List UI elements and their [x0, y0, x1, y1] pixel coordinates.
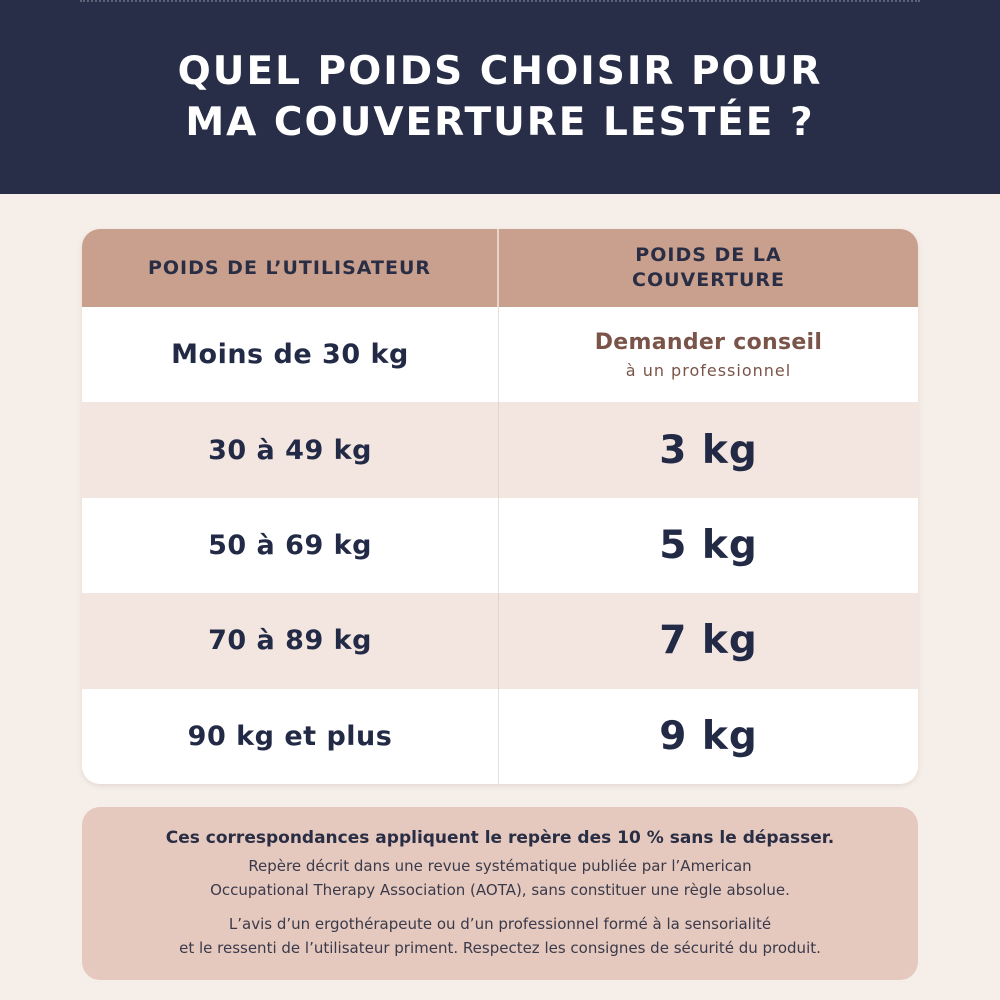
table-row: 90 kg et plus 9 kg: [82, 688, 918, 784]
blanket-weight-cell: 5 kg: [659, 522, 758, 568]
decorative-dotted-line: [80, 0, 920, 2]
page-title-line-2: MA COUVERTURE LESTÉE ?: [185, 100, 815, 145]
table-row: Moins de 30 kg Demander conseil à un pro…: [82, 307, 918, 403]
table-row: 70 à 89 kg 7 kg: [82, 593, 918, 689]
column-header-blanket-weight-line-2: COUVERTURE: [632, 269, 785, 291]
advice-sub-text: à un professionnel: [625, 360, 792, 380]
blanket-weight-cell: 7 kg: [659, 618, 758, 664]
user-weight-cell: 70 à 89 kg: [82, 593, 499, 689]
page-title-line-1: QUEL POIDS CHOISIR POUR: [177, 49, 823, 94]
user-weight-cell: 90 kg et plus: [82, 688, 499, 784]
note-line: et le ressenti de l’utilisateur priment.…: [179, 938, 821, 957]
note-line: L’avis d’un ergothérapeute ou d’un profe…: [228, 914, 772, 933]
user-weight-cell: 30 à 49 kg: [82, 402, 499, 498]
table-header: POIDS DE L’UTILISATEUR POIDS DE LA COUVE…: [82, 229, 918, 307]
header-banner: QUEL POIDS CHOISIR POUR MA COUVERTURE LE…: [0, 0, 1000, 194]
weight-table: POIDS DE L’UTILISATEUR POIDS DE LA COUVE…: [82, 229, 918, 784]
blanket-weight-cell: 3 kg: [659, 427, 758, 473]
note-line: Occupational Therapy Association (AOTA),…: [210, 880, 790, 899]
table-row: 50 à 69 kg 5 kg: [82, 497, 918, 594]
note-headline: Ces correspondances appliquent le repère…: [165, 827, 835, 848]
column-header-blanket-weight-line-1: POIDS DE LA: [635, 244, 782, 266]
column-header-user-weight: POIDS DE L’UTILISATEUR: [82, 229, 499, 307]
disclaimer-note: Ces correspondances appliquent le repère…: [82, 807, 918, 980]
blanket-weight-cell: 9 kg: [659, 713, 758, 759]
table-row: 30 à 49 kg 3 kg: [82, 402, 918, 498]
note-line: Repère décrit dans une revue systématiqu…: [248, 856, 752, 875]
user-weight-cell: 50 à 69 kg: [82, 497, 499, 594]
user-weight-cell: Moins de 30 kg: [82, 307, 499, 403]
column-header-blanket-weight: POIDS DE LA COUVERTURE: [499, 229, 918, 307]
advice-main-text: Demander conseil: [594, 329, 823, 355]
blanket-weight-cell: Demander conseil à un professionnel: [499, 307, 918, 402]
